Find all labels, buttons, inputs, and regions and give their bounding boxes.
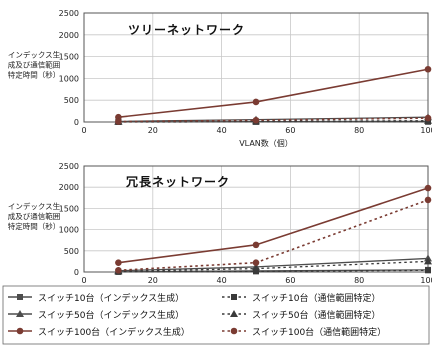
data-point	[424, 257, 432, 265]
legend-marker	[17, 294, 23, 300]
legend-marker	[16, 327, 24, 335]
redundant-network-chart: 0 500 1000 1500 2000 2500 0 20 40 60 80 100 冗長ネットワーク…	[8, 162, 432, 298]
legend-label: スイッチ10台（インデックス生成）	[38, 292, 184, 304]
x-tick-label: 20	[148, 276, 158, 285]
y-tick-label: 2500	[59, 162, 79, 171]
y-tick-label: 0	[74, 118, 79, 127]
series-line	[118, 187, 429, 264]
y-tick-label: 1000	[59, 74, 79, 83]
data-point	[252, 98, 260, 106]
x-tick-label: 80	[354, 126, 364, 135]
y-axis-label: 特定時間（秒）	[8, 70, 61, 80]
data-point	[424, 184, 432, 192]
chart-title: ツリーネットワーク	[128, 23, 245, 37]
data-point	[115, 118, 122, 125]
y-tick-label: 1000	[59, 226, 79, 235]
y-tick-label: 2000	[59, 183, 79, 192]
y-axis-label: インデックス生	[8, 201, 61, 211]
y-axis-label: 特定時間（秒）	[8, 221, 61, 231]
data-point	[252, 116, 260, 124]
legend-label: スイッチ100台（通信範囲特定）	[252, 326, 386, 338]
data-point	[115, 267, 122, 274]
y-tick-label: 1500	[59, 53, 79, 62]
tree-network-chart: 0 500 1000 1500 2000 2500 0 20 40 60 80 100 ツリーネットワー…	[8, 9, 432, 148]
chart-title: 冗長ネットワーク	[126, 174, 230, 189]
y-tick-label: 2500	[59, 9, 79, 18]
legend-label: スイッチ100台（インデックス生成）	[38, 326, 190, 338]
x-tick-label: 40	[217, 126, 227, 135]
x-tick-label: 80	[354, 276, 364, 285]
y-tick-label: 1500	[59, 204, 79, 213]
data-point	[424, 114, 432, 122]
x-axis-label: VLAN数（個）	[239, 138, 293, 148]
legend-frame	[2, 285, 430, 345]
legend-marker	[231, 294, 237, 300]
data-point	[425, 267, 431, 274]
x-tick-label: 40	[217, 276, 227, 285]
legend-marker	[230, 327, 238, 335]
series-line	[118, 68, 429, 118]
x-tick-label: 20	[148, 126, 158, 135]
data-point	[424, 65, 432, 73]
data-point	[252, 241, 260, 249]
legend-marker	[230, 310, 238, 317]
data-point	[252, 264, 260, 272]
data-point	[252, 259, 260, 266]
x-tick-label: 0	[81, 126, 86, 135]
x-tick-label: 100	[420, 126, 432, 135]
x-tick-label: 100	[420, 276, 432, 285]
y-tick-label: 500	[64, 96, 79, 105]
legend-label: スイッチ50台（インデックス生成）	[38, 309, 184, 321]
y-axis-label: インデックス生	[8, 50, 61, 60]
legend-marker	[16, 310, 24, 317]
legend: スイッチ10台（インデックス生成） スイッチ10台（通信範囲特定） スイッチ50台（…	[2, 285, 430, 345]
y-tick-label: 0	[74, 268, 79, 277]
series-line	[118, 199, 429, 272]
legend-label: スイッチ10台（通信範囲特定）	[252, 292, 380, 304]
x-tick-label: 0	[81, 276, 86, 285]
y-axis-label: 成及び通信範囲	[8, 60, 61, 70]
data-point	[424, 196, 432, 204]
y-axis-label: 成及び通信範囲	[8, 211, 61, 221]
y-tick-label: 500	[64, 247, 79, 256]
x-tick-label: 60	[285, 276, 295, 285]
legend-label: スイッチ50台（通信範囲特定）	[252, 309, 380, 321]
data-point	[115, 259, 122, 266]
x-tick-label: 60	[285, 126, 295, 135]
series-line	[118, 257, 429, 272]
y-tick-label: 2000	[59, 31, 79, 40]
